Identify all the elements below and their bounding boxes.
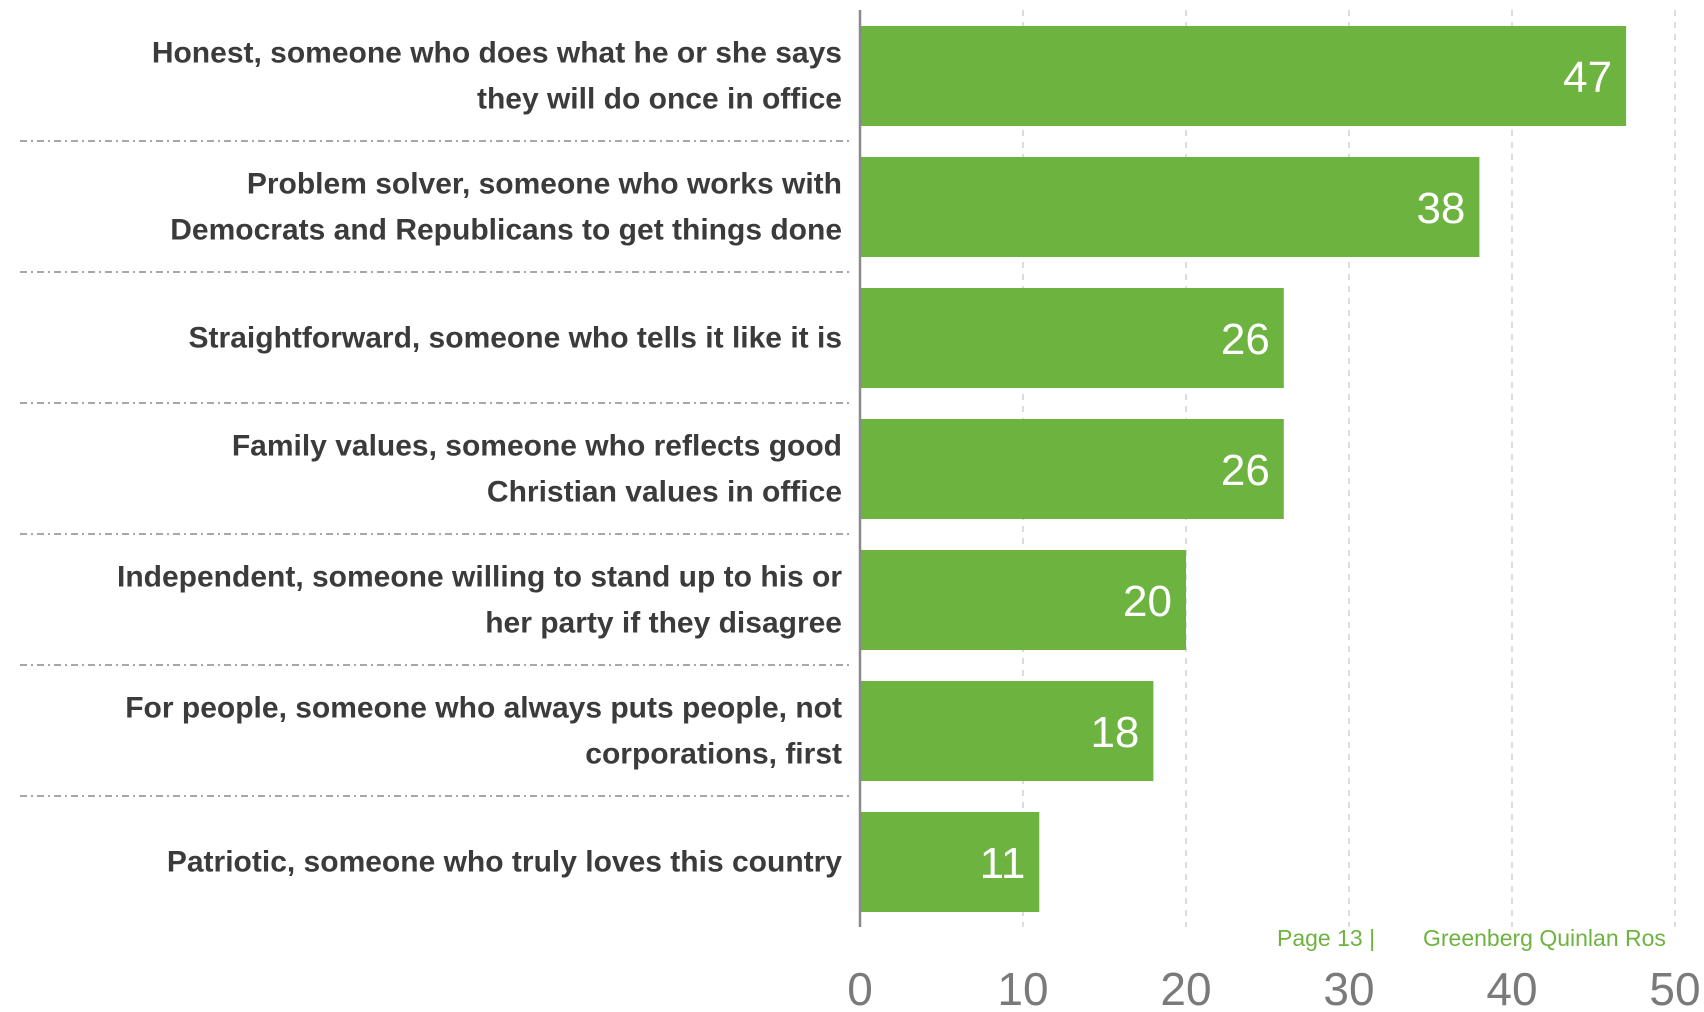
bar [861, 419, 1284, 519]
category-label: For people, someone who always puts peop… [125, 692, 842, 771]
bars: 47 38 26 26 20 18 11 [861, 26, 1627, 912]
bar-value-label: 20 [1123, 577, 1172, 626]
category-label-line: her party if they disagree [485, 607, 842, 640]
category-label-line: Honest, someone who does what he or she … [152, 37, 842, 70]
category-label-line: Family values, someone who reflects good [232, 430, 842, 463]
category-label-line: Democrats and Republicans to get things … [170, 214, 842, 247]
category-label: Problem solver, someone who works with De… [170, 168, 842, 247]
bar [861, 288, 1284, 388]
category-label-line: Patriotic, someone who truly loves this … [167, 846, 842, 879]
bar-value-label: 26 [1221, 315, 1270, 364]
bar-value-label: 26 [1221, 446, 1270, 495]
bar-value-label: 11 [980, 839, 1026, 888]
page-number: Page 13 | [1277, 925, 1375, 951]
category-label: Honest, someone who does what he or she … [152, 37, 842, 116]
bar [861, 26, 1627, 126]
category-label: Straightforward, someone who tells it li… [189, 322, 842, 355]
bar-value-label: 18 [1090, 708, 1139, 757]
x-tick-label: 10 [997, 963, 1048, 1012]
x-tick-label: 0 [847, 963, 873, 1012]
category-label-line: For people, someone who always puts peop… [125, 692, 842, 725]
bar [861, 812, 1040, 912]
category-label-line: Christian values in office [487, 476, 842, 509]
category-label-line: corporations, first [585, 738, 842, 771]
x-tick-label: 40 [1486, 963, 1537, 1012]
organization-name: Greenberg Quinlan Ros [1423, 925, 1666, 951]
row-separators [20, 140, 852, 797]
category-label-line: Independent, someone willing to stand up… [117, 561, 842, 594]
bar [861, 157, 1480, 257]
x-tick-label: 50 [1649, 963, 1700, 1012]
category-label-line: Problem solver, someone who works with [247, 168, 842, 201]
x-tick-labels: 0 10 20 30 40 50 [847, 963, 1700, 1012]
bar [861, 681, 1154, 781]
category-label: Patriotic, someone who truly loves this … [167, 846, 842, 879]
category-label-line: they will do once in office [477, 83, 842, 116]
x-tick-label: 30 [1323, 963, 1374, 1012]
bar-value-label: 38 [1416, 184, 1465, 233]
category-labels: Honest, someone who does what he or she … [117, 37, 842, 879]
bar-value-label: 47 [1563, 53, 1612, 102]
category-label: Family values, someone who reflects good… [232, 430, 842, 509]
x-tick-label: 20 [1160, 963, 1211, 1012]
bar [861, 550, 1186, 650]
category-label-line: Straightforward, someone who tells it li… [189, 322, 842, 355]
category-label: Independent, someone willing to stand up… [117, 561, 842, 640]
